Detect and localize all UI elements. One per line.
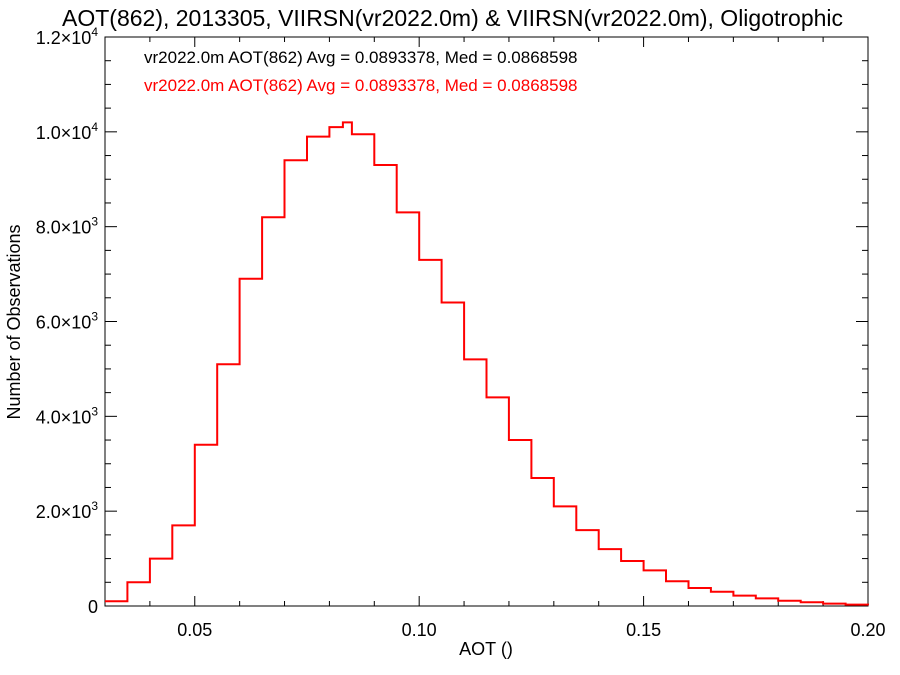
- annotation-avg-med-black: vr2022.0m AOT(862) Avg = 0.0893378, Med …: [144, 48, 578, 67]
- chart-title: AOT(862), 2013305, VIIRSN(vr2022.0m) & V…: [62, 5, 843, 31]
- y-tick-label: 8.0×103: [36, 215, 99, 238]
- y-tick-label: 6.0×103: [36, 310, 99, 333]
- y-axis-label: Number of Observations: [4, 224, 24, 419]
- x-tick-label: 0.05: [177, 620, 212, 640]
- y-tick-label: 0: [88, 597, 98, 617]
- plot-frame: [104, 36, 869, 607]
- annotation-avg-med-red: vr2022.0m AOT(862) Avg = 0.0893378, Med …: [144, 76, 578, 95]
- x-tick-label: 0.20: [850, 620, 885, 640]
- x-axis-label: AOT (): [459, 639, 513, 659]
- y-tick-label: 2.0×103: [36, 499, 99, 522]
- y-tick-label: 1.0×104: [36, 120, 99, 143]
- y-axis-ticks: 0 2.0×103 4.0×103 6.0×103 8.0×103 1.0×104 1.2×…: [36, 25, 868, 617]
- y-tick-label: 1.2×104: [36, 25, 99, 48]
- y-tick-label: 4.0×103: [36, 404, 99, 427]
- histogram-step-line: [105, 121, 869, 606]
- x-axis-ticks: 0.05 0.10 0.15 0.20: [104, 37, 886, 640]
- x-tick-label: 0.10: [402, 620, 437, 640]
- series-layer: [105, 121, 869, 606]
- x-tick-label: 0.15: [626, 620, 661, 640]
